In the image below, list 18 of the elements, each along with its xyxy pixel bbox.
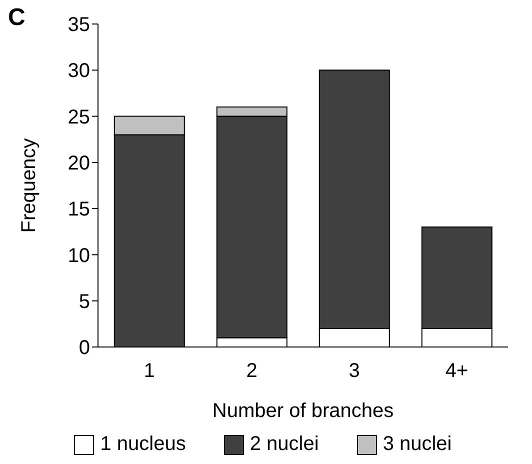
text: C (8, 4, 26, 32)
y-tick-label: 10 (68, 244, 90, 267)
x-tick-label: 2 (246, 360, 258, 382)
x-tick-label: 3 (348, 360, 360, 382)
legend-label: 2 nuclei (250, 433, 319, 456)
y-axis-title: Frequency (18, 138, 40, 233)
x-tick-label: 1 (144, 360, 155, 382)
y-tick-label: 5 (78, 290, 90, 313)
y-tick-label: 35 (68, 14, 90, 36)
y-tick-label: 20 (68, 152, 90, 175)
y-tick-label: 15 (68, 198, 90, 221)
y-tick-label: 0 (78, 337, 90, 360)
x-tick-label: 4+ (445, 360, 468, 382)
x-axis-title: Number of branches (212, 400, 394, 422)
y-tick-label: 30 (68, 60, 90, 82)
legend-label: 3 nuclei (382, 433, 452, 456)
legend-label: 1 nucleus (100, 433, 186, 456)
y-tick-label: 25 (68, 106, 90, 128)
